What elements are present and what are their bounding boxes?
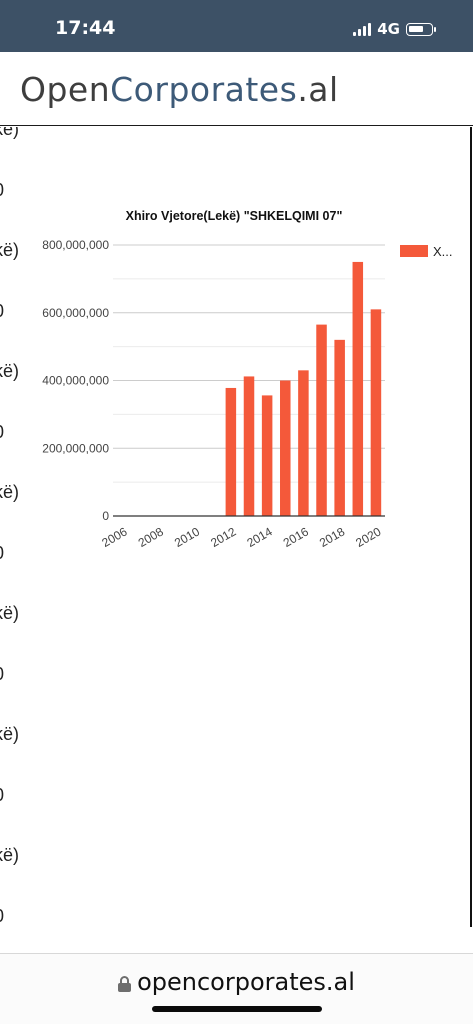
- chart-bar: [280, 380, 291, 516]
- side-label: 0: [0, 301, 4, 322]
- y-tick-label: 800,000,000: [42, 238, 109, 252]
- status-indicators: 4G: [353, 20, 436, 38]
- x-tick-label: 2016: [281, 524, 311, 550]
- side-label: kë): [0, 845, 20, 865]
- url-text: opencorporates.al: [137, 968, 355, 996]
- content-border: [470, 127, 472, 927]
- side-label: 0: [0, 664, 4, 685]
- side-label: kë): [0, 724, 20, 744]
- side-label: 0: [0, 422, 4, 443]
- lock-icon: [118, 976, 132, 992]
- chart-bar: [334, 339, 345, 516]
- side-label: kë): [0, 361, 20, 381]
- address-bar[interactable]: opencorporates.al: [0, 968, 473, 996]
- chart-bar: [243, 376, 255, 516]
- chart-bar: [225, 387, 237, 516]
- status-time: 17:44: [55, 17, 116, 39]
- x-tick-label: 2008: [136, 524, 166, 550]
- chart-bar: [261, 395, 273, 516]
- logo-tld: .al: [297, 70, 339, 109]
- side-label: 0: [0, 906, 4, 927]
- side-label: kë): [0, 482, 20, 502]
- legend-label: X...: [433, 244, 453, 259]
- home-indicator[interactable]: [152, 1006, 322, 1012]
- status-bar: 17:44 4G: [0, 0, 473, 52]
- network-type: 4G: [377, 20, 400, 38]
- page-content: kë)0kë)0kë)0kë)0kë)0kë)0kë)0kë)0 0200,00…: [0, 127, 473, 953]
- chart-bar: [370, 309, 382, 516]
- chart-bar: [352, 261, 364, 516]
- side-label: kë): [0, 127, 20, 139]
- legend-swatch: [400, 245, 428, 257]
- side-label: 0: [0, 180, 4, 201]
- y-tick-label: 0: [102, 509, 109, 523]
- battery-icon: [406, 22, 436, 36]
- turnover-chart: 0 200,000,000 400,000,000 600,000,000 800,00…: [42, 209, 453, 550]
- logo-corporates: Corporates: [110, 70, 298, 109]
- y-tick-label: 600,000,000: [42, 306, 109, 320]
- x-tick-label: 2010: [172, 524, 202, 550]
- chart-bar: [316, 324, 327, 516]
- side-label: kë): [0, 603, 20, 623]
- side-label: kë): [0, 240, 20, 260]
- site-logo[interactable]: OpenCorporates.al: [20, 70, 339, 109]
- y-tick-label: 200,000,000: [42, 441, 109, 455]
- x-tick-label: 2020: [353, 524, 383, 550]
- x-tick-label: 2006: [99, 524, 129, 550]
- side-label: 0: [0, 785, 4, 806]
- logo-open: Open: [20, 70, 111, 109]
- y-tick-label: 400,000,000: [42, 374, 109, 388]
- browser-bottom-bar: opencorporates.al: [0, 953, 473, 1024]
- chart-title: Xhiro Vjetore(Lekë) "SHKELQIMI 07": [126, 209, 343, 223]
- side-label: 0: [0, 543, 4, 564]
- signal-icon: [353, 22, 372, 36]
- x-tick-label: 2012: [208, 524, 238, 550]
- chart-bar: [298, 370, 309, 516]
- x-tick-label: 2018: [317, 524, 347, 550]
- x-tick-label: 2014: [245, 524, 275, 550]
- site-header: OpenCorporates.al: [0, 52, 473, 126]
